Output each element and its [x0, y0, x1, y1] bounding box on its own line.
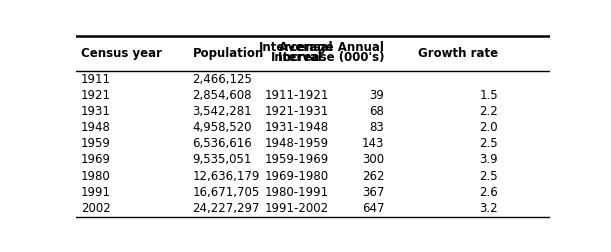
Text: 2002: 2002	[81, 202, 111, 215]
Text: 1969: 1969	[81, 153, 111, 166]
Text: 1948-1959: 1948-1959	[265, 137, 329, 150]
Text: 9,535,051: 9,535,051	[192, 153, 252, 166]
Text: 1.5: 1.5	[479, 89, 498, 102]
Text: 1931: 1931	[81, 105, 111, 118]
Text: 1980-1991: 1980-1991	[265, 186, 329, 199]
Text: 2.5: 2.5	[479, 137, 498, 150]
Text: 2.5: 2.5	[479, 170, 498, 183]
Text: 16,671,705: 16,671,705	[192, 186, 260, 199]
Text: 2,854,608: 2,854,608	[192, 89, 252, 102]
Text: 3,542,281: 3,542,281	[192, 105, 252, 118]
Text: 12,636,179: 12,636,179	[192, 170, 260, 183]
Text: 1980: 1980	[81, 170, 111, 183]
Text: Census year: Census year	[81, 47, 162, 60]
Text: 1911: 1911	[81, 73, 111, 86]
Text: 647: 647	[362, 202, 384, 215]
Text: 39: 39	[369, 89, 384, 102]
Text: Population: Population	[192, 47, 263, 60]
Text: Average Annual: Average Annual	[279, 41, 384, 54]
Text: 2.0: 2.0	[479, 121, 498, 134]
Text: Intercensal: Intercensal	[259, 41, 334, 54]
Text: 1959-1969: 1959-1969	[265, 153, 329, 166]
Text: 1931-1948: 1931-1948	[265, 121, 329, 134]
Text: Growth rate: Growth rate	[418, 47, 498, 60]
Text: 367: 367	[362, 186, 384, 199]
Text: 1991-2002: 1991-2002	[265, 202, 329, 215]
Text: Increase (000's): Increase (000's)	[277, 51, 384, 64]
Text: 3.9: 3.9	[479, 153, 498, 166]
Text: 83: 83	[370, 121, 384, 134]
Text: 143: 143	[362, 137, 384, 150]
Text: 1969-1980: 1969-1980	[265, 170, 329, 183]
Text: 1911-1921: 1911-1921	[265, 89, 329, 102]
Text: 1959: 1959	[81, 137, 111, 150]
Text: 68: 68	[369, 105, 384, 118]
Text: 4,958,520: 4,958,520	[192, 121, 252, 134]
Text: 1921: 1921	[81, 89, 111, 102]
Text: 2.6: 2.6	[479, 186, 498, 199]
Text: 262: 262	[362, 170, 384, 183]
Text: 300: 300	[362, 153, 384, 166]
Text: 3.2: 3.2	[479, 202, 498, 215]
Text: 2.2: 2.2	[479, 105, 498, 118]
Text: 2,466,125: 2,466,125	[192, 73, 252, 86]
Text: Interval: Interval	[271, 51, 323, 64]
Text: 24,227,297: 24,227,297	[192, 202, 260, 215]
Text: 1991: 1991	[81, 186, 111, 199]
Text: 1921-1931: 1921-1931	[265, 105, 329, 118]
Text: 6,536,616: 6,536,616	[192, 137, 252, 150]
Text: 1948: 1948	[81, 121, 111, 134]
